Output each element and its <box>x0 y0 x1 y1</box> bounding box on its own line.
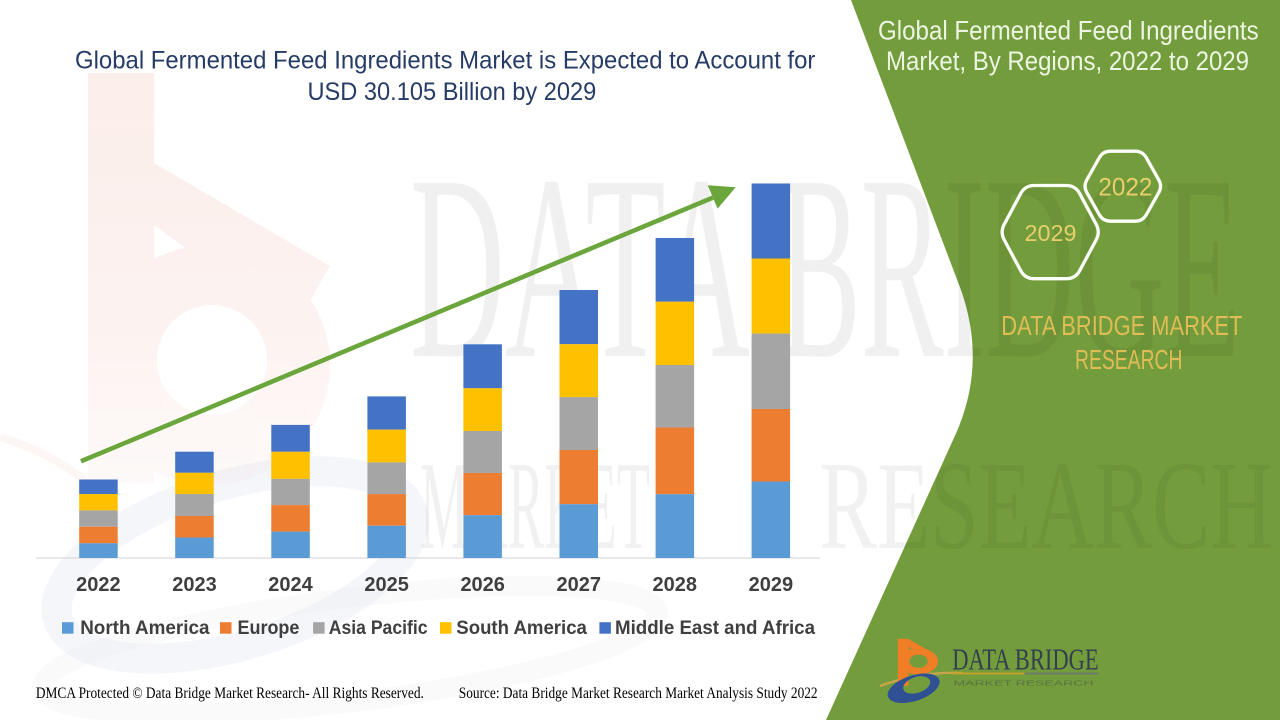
svg-text:MARKET: MARKET <box>420 437 650 576</box>
svg-text:RESEARCH: RESEARCH <box>1075 344 1183 375</box>
svg-text:2023: 2023 <box>172 574 217 596</box>
svg-text:Global Fermented Feed Ingredie: Global Fermented Feed Ingredients Market… <box>75 47 815 75</box>
svg-text:2022: 2022 <box>1098 173 1152 201</box>
svg-text:DMCA Protected © Data Bridge M: DMCA Protected © Data Bridge Market Rese… <box>36 685 424 702</box>
svg-text:2029: 2029 <box>1025 220 1077 246</box>
svg-text:RESEARCH: RESEARCH <box>819 437 1273 576</box>
svg-text:South America: South America <box>456 617 588 639</box>
svg-text:Global Fermented Feed Ingredie: Global Fermented Feed Ingredients <box>878 15 1259 45</box>
svg-text:2025: 2025 <box>364 574 409 596</box>
svg-text:USD 30.105 Billion by 2029: USD 30.105 Billion by 2029 <box>308 78 597 106</box>
svg-text:2026: 2026 <box>460 574 505 596</box>
svg-text:2027: 2027 <box>557 574 602 596</box>
svg-text:DATA BRIDGE: DATA BRIDGE <box>952 642 1098 677</box>
svg-text:Middle East and Africa: Middle East and Africa <box>615 617 816 639</box>
svg-text:Market, By Regions, 2022 to 20: Market, By Regions, 2022 to 2029 <box>886 46 1249 76</box>
svg-text:2024: 2024 <box>268 574 313 596</box>
svg-text:BRIDGE: BRIDGE <box>778 122 1240 414</box>
svg-text:Source: Data Bridge Market Res: Source: Data Bridge Market Research Mark… <box>459 685 818 702</box>
svg-text:Europe: Europe <box>238 617 300 639</box>
svg-text:2028: 2028 <box>653 574 698 596</box>
svg-text:MARKET RESEARCH: MARKET RESEARCH <box>954 679 1094 688</box>
svg-text:Asia Pacific: Asia Pacific <box>329 617 428 639</box>
svg-text:2022: 2022 <box>76 574 121 596</box>
svg-text:North America: North America <box>80 617 210 639</box>
svg-text:2029: 2029 <box>749 574 794 596</box>
svg-text:DATA BRIDGE MARKET: DATA BRIDGE MARKET <box>1001 310 1242 341</box>
